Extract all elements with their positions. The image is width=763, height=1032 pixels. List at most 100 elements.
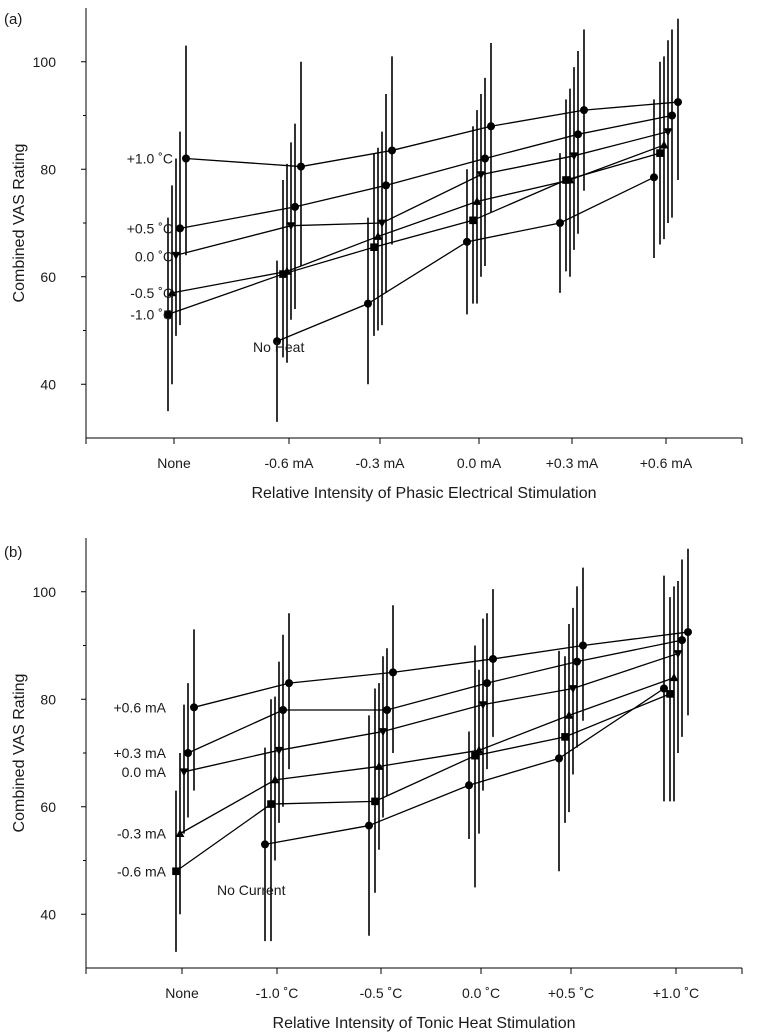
- data-point: [483, 679, 491, 688]
- data-point: [469, 216, 477, 225]
- x-tick-label: +0.5 ˚C: [548, 985, 594, 1001]
- x-tick-label: -1.0 ˚C: [256, 985, 299, 1001]
- series-line: [179, 677, 675, 835]
- data-point: [383, 706, 391, 714]
- data-point: [382, 181, 390, 190]
- data-point: [555, 754, 563, 763]
- series-line: [179, 114, 673, 230]
- data-point: [474, 745, 484, 754]
- series-5: [164, 61, 664, 412]
- series-3: [179, 581, 683, 834]
- data-point: [481, 154, 489, 163]
- series-line: [185, 101, 679, 168]
- data-point: [179, 768, 189, 777]
- y-tick-label: 60: [40, 799, 56, 815]
- data-point: [279, 706, 287, 714]
- data-point: [291, 202, 299, 211]
- data-point: [465, 781, 473, 790]
- data-point: [656, 149, 664, 157]
- series-label: -0.5 ˚C: [130, 285, 173, 301]
- data-point: [574, 130, 582, 139]
- data-point: [373, 231, 383, 240]
- x-tick-label: +0.6 mA: [640, 455, 693, 471]
- baseline-annotation: No Current: [217, 882, 286, 898]
- series-line: [193, 631, 689, 708]
- series-line: [175, 130, 669, 256]
- data-point: [374, 761, 384, 770]
- data-point: [388, 146, 396, 155]
- series-line: [187, 639, 683, 754]
- series-line: [171, 144, 665, 294]
- data-point: [564, 710, 574, 719]
- series-5: [172, 597, 674, 952]
- x-tick-label: -0.6 mA: [264, 455, 314, 471]
- series-label: +1.0 ˚C: [127, 151, 173, 167]
- series-line: [167, 152, 661, 315]
- data-point: [273, 337, 281, 346]
- data-point: [562, 176, 570, 184]
- series-label: +0.6 mA: [113, 699, 166, 715]
- x-tick-label: None: [157, 455, 191, 471]
- data-point: [182, 154, 190, 163]
- y-tick-label: 60: [40, 269, 56, 285]
- data-point: [297, 162, 305, 171]
- panel-a: (a) 40 60 80 100 None -0.6 mA -0.3 mA 0.0 mA +0.3…: [4, 8, 743, 502]
- series-line: [183, 652, 679, 773]
- y-tick-label: 80: [40, 691, 56, 707]
- y-axis-title: Combined VAS Rating: [11, 144, 28, 303]
- series-label: +0.5 ˚C: [127, 220, 173, 236]
- data-point: [684, 628, 692, 637]
- data-point: [370, 243, 378, 251]
- data-point: [660, 684, 668, 693]
- data-point: [673, 650, 683, 659]
- series-label: -0.3 mA: [117, 826, 167, 842]
- baseline-annotation: No Heat: [253, 339, 304, 355]
- y-tick-label: 40: [40, 376, 56, 392]
- y-tick-label: 80: [40, 161, 56, 177]
- data-point: [190, 703, 198, 712]
- series-4: [167, 56, 669, 385]
- series-label: 0.0 ˚C: [135, 248, 173, 264]
- data-point: [176, 224, 184, 233]
- data-point: [489, 654, 497, 663]
- panel-b: (b) 40 60 80 100 None -1.0 ˚C -0.5 ˚C 0.0 ˚C +0.5…: [4, 538, 743, 1032]
- data-point: [487, 122, 495, 131]
- x-tick-label: +0.3 mA: [546, 455, 599, 471]
- series-label: -0.6 mA: [117, 863, 167, 879]
- x-tick-label: 0.0 mA: [457, 455, 502, 471]
- data-point: [389, 668, 397, 677]
- series-2: [184, 559, 686, 818]
- data-point: [261, 840, 269, 849]
- data-point: [267, 800, 275, 808]
- data-point: [463, 237, 471, 246]
- x-tick-label: -0.3 mA: [355, 455, 405, 471]
- data-point: [364, 299, 372, 308]
- x-tick-label: +1.0 ˚C: [653, 985, 699, 1001]
- x-tick-label: -0.5 ˚C: [360, 985, 403, 1001]
- series-line: [175, 693, 671, 872]
- y-tick-label: 100: [33, 54, 57, 70]
- panel-label: (b): [4, 544, 22, 561]
- series-label: -1.0 ˚C: [130, 306, 173, 322]
- panel-label: (a): [4, 11, 22, 28]
- data-point: [556, 219, 564, 227]
- data-point: [669, 673, 679, 682]
- data-point: [668, 111, 676, 120]
- x-axis-title: Relative Intensity of Phasic Electrical …: [251, 485, 596, 502]
- data-point: [164, 310, 172, 319]
- series-label: 0.0 mA: [122, 764, 167, 780]
- data-point: [286, 222, 296, 231]
- x-tick-label: None: [165, 985, 199, 1001]
- series-4: [175, 586, 679, 915]
- data-point: [365, 821, 373, 830]
- series-1: [182, 18, 682, 266]
- data-point: [184, 749, 192, 757]
- x-tick-label: 0.0 ˚C: [462, 985, 500, 1001]
- series-label: +0.3 mA: [113, 745, 166, 761]
- data-point: [472, 196, 482, 205]
- series-6: [273, 99, 658, 422]
- data-point: [279, 270, 287, 278]
- data-point: [568, 685, 578, 694]
- data-point: [171, 251, 181, 260]
